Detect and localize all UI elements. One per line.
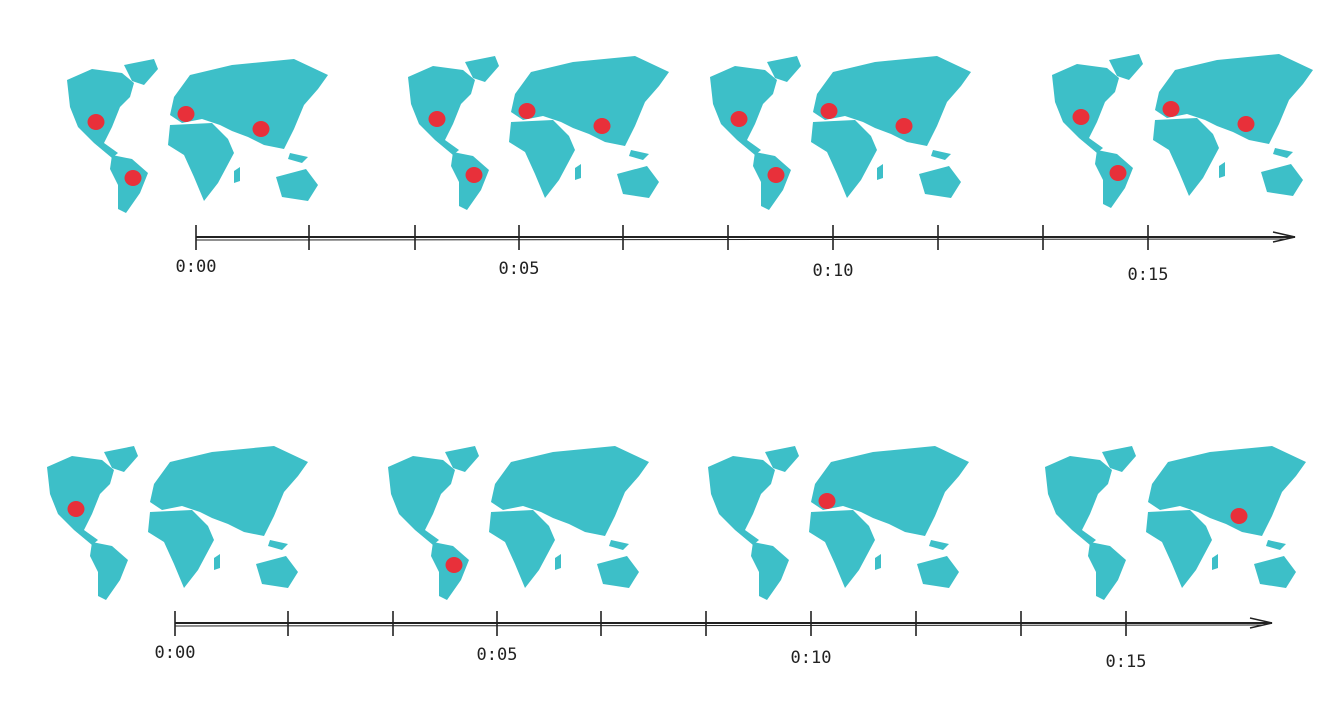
location-marker-east-asia — [252, 121, 270, 137]
tick-label: 0:05 — [499, 259, 540, 279]
location-marker-south-america — [1109, 165, 1127, 181]
location-marker-europe — [177, 106, 195, 122]
tick-label: 0:00 — [176, 257, 217, 277]
location-marker-east-asia — [895, 118, 913, 134]
arrow-head-icon — [1249, 617, 1273, 629]
world-map-frame — [67, 59, 328, 213]
tick-label: 0:15 — [1128, 265, 1169, 285]
location-marker-south-america — [767, 167, 785, 183]
world-map-frame — [710, 56, 971, 210]
tick-label: 0:10 — [813, 261, 854, 281]
world-map-icon — [708, 446, 969, 600]
tick-label: 0:00 — [155, 643, 196, 663]
location-marker-north-america — [87, 114, 105, 130]
world-map-frame — [408, 56, 669, 210]
world-map-frame — [708, 446, 969, 600]
location-marker-europe — [818, 493, 836, 509]
world-map-icon — [47, 446, 308, 600]
world-map-icon — [1052, 54, 1313, 208]
world-map-icon — [67, 59, 328, 213]
location-marker-north-america — [428, 111, 446, 127]
tick-label: 0:10 — [791, 648, 832, 668]
location-marker-south-america — [124, 170, 142, 186]
location-marker-europe — [1162, 101, 1180, 117]
location-marker-south-america — [445, 557, 463, 573]
location-marker-europe — [820, 103, 838, 119]
world-map-icon — [710, 56, 971, 210]
location-marker-east-asia — [593, 118, 611, 134]
location-marker-east-asia — [1237, 116, 1255, 132]
location-marker-north-america — [1072, 109, 1090, 125]
world-map-frame — [388, 446, 649, 600]
timeline-2: 0:00 0:05 0:10 0:15 — [47, 446, 1306, 672]
timeline-1: 0:00 0:05 0:10 0:15 — [67, 54, 1313, 285]
timeline-axis-sketch-line — [195, 238, 1286, 241]
location-marker-europe — [518, 103, 536, 119]
world-map-icon — [408, 56, 669, 210]
location-marker-east-asia — [1230, 508, 1248, 524]
tick-label: 0:15 — [1106, 652, 1147, 672]
location-marker-south-america — [465, 167, 483, 183]
tick-label: 0:05 — [477, 645, 518, 665]
world-map-frame — [47, 446, 308, 600]
arrow-head-icon — [1272, 231, 1296, 243]
world-map-icon — [1045, 446, 1306, 600]
world-map-frame — [1045, 446, 1306, 600]
world-map-icon — [388, 446, 649, 600]
location-marker-north-america — [67, 501, 85, 517]
location-marker-north-america — [730, 111, 748, 127]
world-map-frame — [1052, 54, 1313, 208]
timeline-axis-sketch-line — [174, 624, 1263, 627]
